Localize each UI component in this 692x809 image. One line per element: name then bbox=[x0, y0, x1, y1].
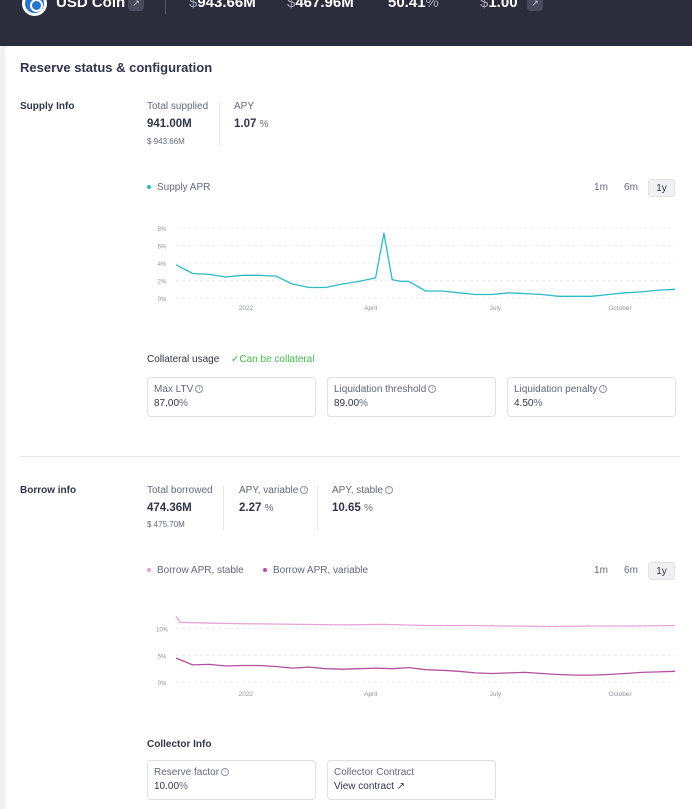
x-tick-label: October bbox=[609, 691, 633, 698]
collector-contract-label: Collector Contract bbox=[334, 767, 415, 778]
supply-apy-label: APY bbox=[234, 101, 255, 112]
borrow-info-label: Borrow info bbox=[20, 485, 77, 496]
max-ltv-label: Max LTV i bbox=[154, 384, 204, 395]
apy-variable-label: APY, variable i bbox=[239, 485, 309, 496]
legend-dot bbox=[263, 568, 267, 573]
legend-dot bbox=[147, 185, 151, 190]
borrow-stable-legend: Borrow APR, stable bbox=[147, 565, 244, 576]
stat-divider bbox=[317, 486, 318, 530]
section-divider bbox=[20, 456, 680, 457]
info-icon[interactable]: i bbox=[428, 385, 437, 394]
total-supplied-usd: $ 943.66M bbox=[147, 137, 185, 146]
info-icon[interactable]: i bbox=[300, 486, 309, 495]
total-supplied-value: 941.00M bbox=[147, 118, 192, 130]
y-tick-label: 8% bbox=[158, 227, 167, 233]
reserve-factor-box: Reserve factor i 10.00% bbox=[147, 760, 316, 800]
header-divider bbox=[165, 0, 166, 14]
y-tick-label: 2% bbox=[158, 280, 167, 286]
max-ltv-box: Max LTV i 87.00% bbox=[147, 377, 316, 417]
external-link-icon: ↗ bbox=[396, 781, 406, 792]
y-tick-label: 5% bbox=[158, 654, 167, 660]
liquidation-threshold-label: Liquidation threshold i bbox=[334, 384, 437, 395]
legend-dot bbox=[147, 568, 151, 573]
x-tick-label: July bbox=[490, 305, 502, 312]
y-tick-label: 6% bbox=[158, 245, 167, 251]
range-1y-button[interactable]: 1y bbox=[648, 562, 675, 580]
collector-info-label: Collector Info bbox=[147, 739, 212, 750]
oracle-price-stat: $1.00 bbox=[480, 0, 518, 11]
supply-info-label: Supply Info bbox=[20, 101, 75, 112]
range-1m-button[interactable]: 1m bbox=[594, 182, 608, 193]
supply-apr-chart: 8% 6% 4% 2% 0% 2022 April July October bbox=[158, 227, 676, 312]
asset-header: USD Coin ↗ $943.66M $467.96M 50.41% $1.0… bbox=[0, 0, 692, 46]
liquidation-penalty-value: 4.50% bbox=[514, 398, 543, 409]
apy-stable-label: APY, stable i bbox=[332, 485, 393, 496]
stat-divider bbox=[219, 102, 220, 146]
card-title: Reserve status & configuration bbox=[20, 60, 213, 75]
supply-apy-value: 1.07 % bbox=[234, 118, 269, 130]
collateral-usage-label: Collateral usage bbox=[147, 354, 220, 365]
view-contract-link[interactable]: View contract ↗ bbox=[334, 781, 406, 792]
y-tick-label: 10% bbox=[156, 628, 169, 634]
x-tick-label: July bbox=[490, 691, 502, 698]
range-1m-button[interactable]: 1m bbox=[594, 565, 608, 576]
series-line bbox=[175, 232, 676, 297]
reserve-factor-value: 10.00% bbox=[154, 781, 188, 792]
x-tick-label: April bbox=[364, 691, 378, 698]
borrow-range-selector: 1m 6m 1y bbox=[589, 562, 677, 580]
info-icon[interactable]: i bbox=[384, 486, 393, 495]
supply-apr-legend: Supply APR bbox=[147, 182, 210, 193]
info-icon[interactable]: i bbox=[599, 385, 608, 394]
range-6m-button[interactable]: 6m bbox=[624, 565, 638, 576]
max-ltv-value: 87.00% bbox=[154, 398, 188, 409]
liquidation-penalty-box: Liquidation penalty i 4.50% bbox=[507, 377, 676, 417]
series-line bbox=[175, 657, 676, 676]
apy-stable-value: 10.65 % bbox=[332, 502, 373, 514]
oracle-link-icon[interactable]: ↗ bbox=[527, 0, 543, 11]
y-tick-label: 4% bbox=[158, 262, 167, 268]
collector-contract-box: Collector Contract View contract ↗ bbox=[327, 760, 496, 800]
x-tick-label: October bbox=[609, 305, 633, 312]
supply-range-selector: 1m 6m 1y bbox=[589, 179, 677, 197]
borrow-variable-legend: Borrow APR, variable bbox=[263, 565, 368, 576]
liquidation-threshold-value: 89.00% bbox=[334, 398, 368, 409]
external-link-icon[interactable]: ↗ bbox=[128, 0, 144, 11]
y-tick-label: 0% bbox=[158, 681, 167, 687]
liquidation-penalty-label: Liquidation penalty i bbox=[514, 384, 608, 395]
collateral-status: ✓Can be collateral bbox=[231, 354, 315, 365]
total-borrowed-usd: $ 475.70M bbox=[147, 520, 185, 529]
x-tick-label: April bbox=[364, 305, 378, 312]
range-6m-button[interactable]: 6m bbox=[624, 182, 638, 193]
utilization-rate-stat: 50.41% bbox=[388, 0, 439, 11]
series-line bbox=[175, 616, 676, 628]
check-icon: ✓ bbox=[231, 354, 240, 365]
info-icon[interactable]: i bbox=[195, 385, 204, 394]
x-tick-label: 2022 bbox=[239, 305, 254, 312]
usdc-coin-icon bbox=[22, 0, 47, 16]
total-borrowed-label: Total borrowed bbox=[147, 485, 213, 496]
total-supplied-label: Total supplied bbox=[147, 101, 209, 112]
total-borrowed-value: 474.36M bbox=[147, 502, 192, 514]
asset-name: USD Coin bbox=[56, 0, 126, 11]
reserve-status-card: Reserve status & configuration Supply In… bbox=[5, 46, 692, 809]
available-liquidity-stat: $467.96M bbox=[287, 0, 354, 11]
range-1y-button[interactable]: 1y bbox=[648, 179, 675, 197]
info-icon[interactable]: i bbox=[221, 768, 230, 777]
reserve-factor-label: Reserve factor i bbox=[154, 767, 230, 778]
apy-variable-value: 2.27 % bbox=[239, 502, 274, 514]
liquidation-threshold-box: Liquidation threshold i 89.00% bbox=[327, 377, 496, 417]
stat-divider bbox=[223, 486, 224, 530]
reserve-size-stat: $943.66M bbox=[189, 0, 256, 11]
y-tick-label: 0% bbox=[158, 297, 167, 303]
borrow-apr-chart: 10% 5% 0% 2022 April July October bbox=[156, 616, 676, 698]
x-tick-label: 2022 bbox=[239, 691, 254, 698]
